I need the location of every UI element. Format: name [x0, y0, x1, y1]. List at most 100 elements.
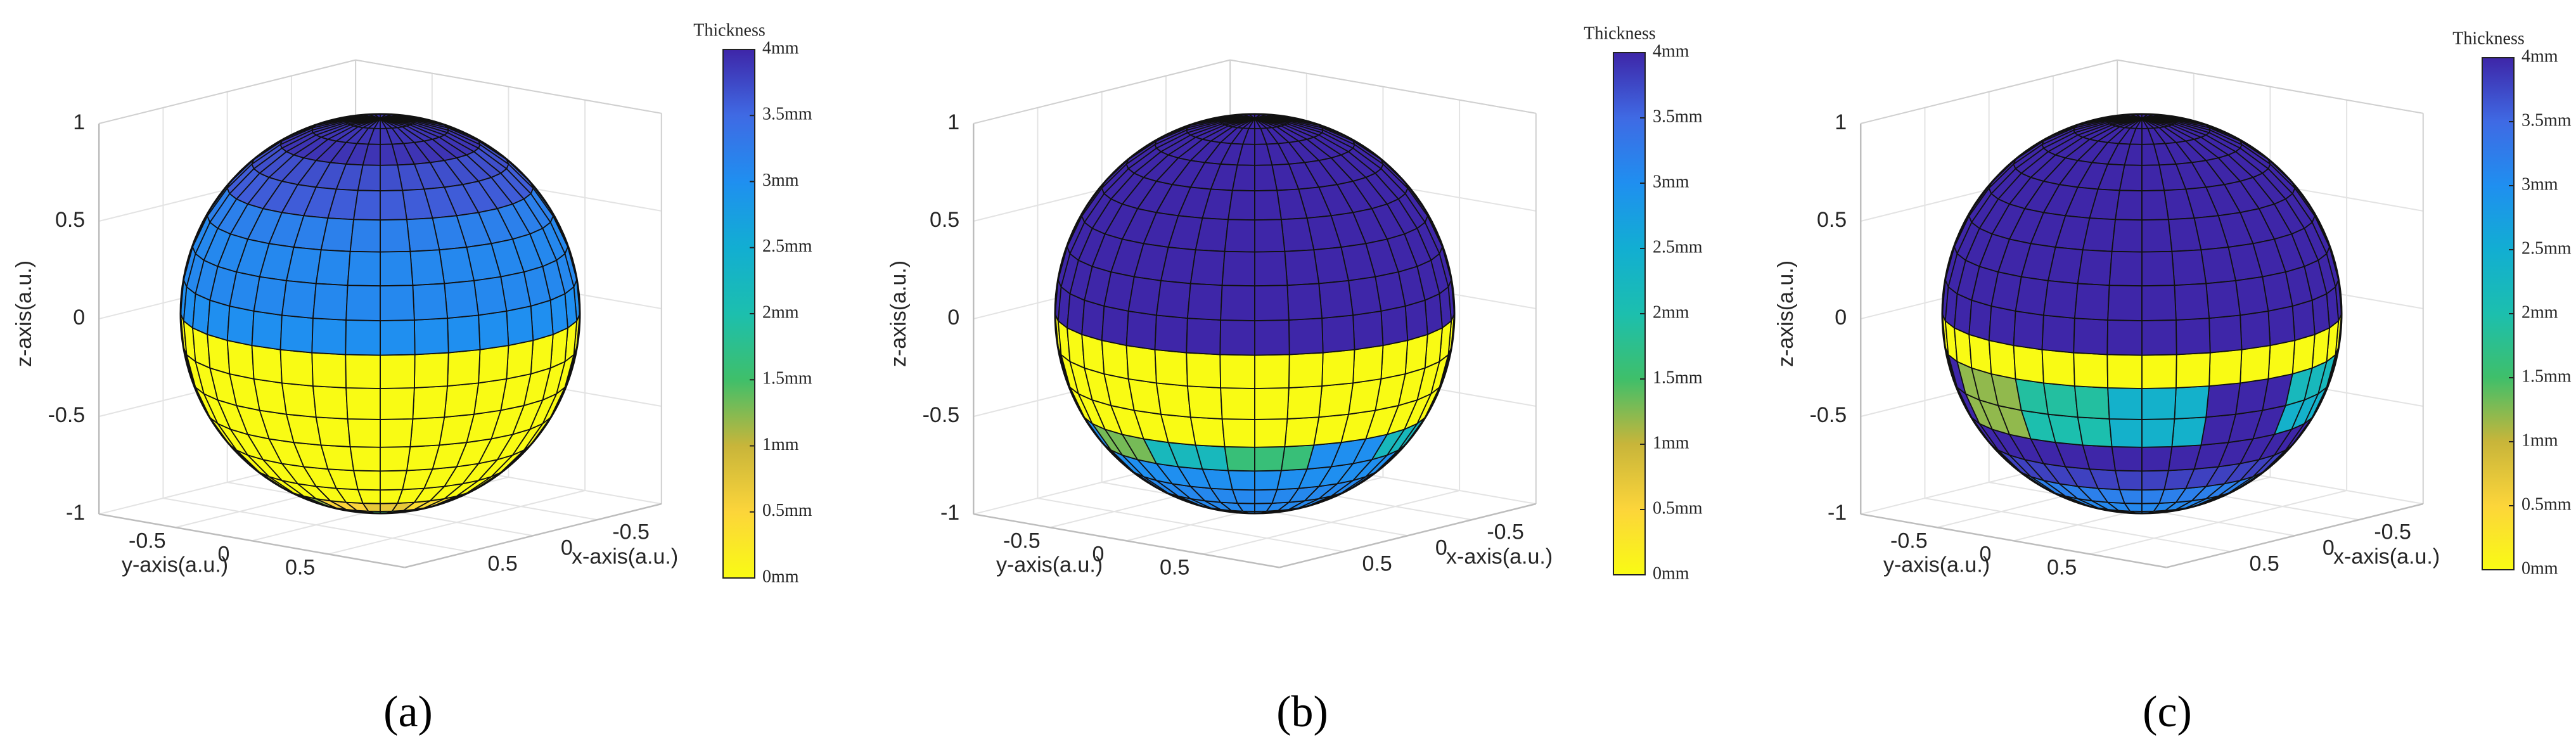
z-tick-label: -1 [66, 501, 85, 525]
surface-cell [1227, 470, 1255, 491]
colorbar-tick-label: 1mm [2522, 430, 2558, 450]
surface-cell [315, 416, 351, 447]
surface-cell [2175, 352, 2211, 388]
surface-cell [1286, 283, 1323, 321]
colorbar-tick-label: 0mm [762, 567, 799, 586]
colorbar-tick-label: 4mm [762, 38, 799, 58]
surface-cell [345, 285, 381, 321]
surface-cell [380, 418, 414, 448]
x-tick-label: 0 [1435, 536, 1447, 560]
surface-cell [1988, 305, 2016, 347]
surface-cell [1154, 314, 1188, 354]
surface-cell [412, 283, 448, 321]
surface-cell [2108, 250, 2143, 287]
z-tick-label: 1 [1835, 110, 1847, 134]
surface-cell [2208, 314, 2243, 354]
surface-cell [315, 249, 351, 286]
surface-cell [2013, 345, 2044, 384]
grid-line [1037, 497, 1344, 553]
surface-cell [1187, 283, 1223, 321]
surface-cell [1189, 416, 1226, 447]
box-edge [1230, 59, 1536, 114]
colorbar-tick-label: 4mm [1653, 41, 1689, 61]
panel-caption: (c) [2143, 688, 2192, 736]
surface-cell [1288, 352, 1324, 388]
surface-cell [447, 314, 481, 354]
surface-cell [1224, 446, 1255, 472]
surface-cell [1219, 354, 1255, 389]
y-axis-label: y-axis(a.u.) [122, 553, 228, 577]
surface-cell [2141, 250, 2176, 287]
surface-cell [413, 352, 449, 388]
surface-cell [1221, 418, 1255, 448]
surface-cell [353, 189, 381, 221]
x-tick-label: -0.5 [2374, 520, 2411, 544]
z-tick-label: -1 [940, 501, 959, 525]
surface-cell [473, 276, 508, 316]
surface-cell [1154, 349, 1188, 387]
z-tick-label: 0.5 [55, 208, 85, 232]
surface-cell [2141, 446, 2173, 472]
surface-cell [1254, 470, 1282, 491]
x-tick-label: -0.5 [1487, 520, 1524, 544]
surface-cell [279, 314, 314, 354]
surface-cell [2074, 283, 2110, 321]
surface-cell [2141, 285, 2177, 321]
surface-cell [207, 299, 231, 341]
x-axis-label: x-axis(a.u.) [1446, 544, 1553, 568]
surface-cell [349, 446, 381, 472]
surface-cell [1187, 385, 1223, 420]
surface-cell [2175, 318, 2211, 356]
surface-cell [2041, 349, 2075, 387]
surface-cell [413, 318, 449, 356]
x-tick-label: 0.5 [488, 552, 518, 576]
surface-cell [311, 318, 347, 356]
surface-cell [380, 189, 407, 221]
surface-cell [251, 311, 283, 350]
surface-cell [1318, 382, 1354, 418]
surface-cell [506, 305, 534, 347]
z-tick-label: 0 [73, 305, 85, 330]
z-axis-label: z-axis(a.u.) [887, 260, 911, 367]
x-axis-line [1279, 503, 1537, 568]
sphere [181, 114, 580, 513]
z-tick-label: -0.5 [923, 403, 960, 427]
x-axis-line [2166, 503, 2424, 568]
surface-cell [380, 250, 414, 287]
colorbar-tick-label: 3mm [2522, 174, 2558, 194]
surface-cell [478, 345, 509, 384]
surface-cell [2171, 249, 2207, 286]
surface-cell [1219, 319, 1255, 356]
surface-cell [226, 340, 255, 380]
surface-cell [1254, 319, 1290, 356]
y-tick-label: 0 [1980, 542, 1992, 566]
surface-cell [1081, 299, 1105, 341]
surface-cell [444, 280, 480, 319]
surface-cell [447, 349, 481, 387]
colorbar-tick-label: 0.5mm [1653, 498, 1703, 518]
z-tick-label: -0.5 [1810, 403, 1847, 427]
x-axis-label: x-axis(a.u.) [2333, 544, 2440, 568]
colorbar-tick-label: 0.5mm [2522, 494, 2572, 514]
colorbar-tick-label: 3.5mm [1653, 106, 1703, 126]
colorbar-tick-label: 1.5mm [1653, 368, 1703, 387]
surface-cell [2106, 354, 2143, 389]
surface-cell [380, 387, 415, 420]
surface-cell [281, 280, 317, 319]
surface-cell [347, 418, 381, 448]
surface-cell [530, 299, 554, 341]
z-tick-label: 1 [947, 110, 959, 134]
surface-cell [1220, 285, 1255, 321]
surface-cell [2073, 352, 2109, 388]
surface-cell [2042, 280, 2079, 319]
y-tick-label: 0 [1093, 542, 1105, 566]
surface-cell [2267, 305, 2296, 347]
surface-cell [1968, 299, 1992, 341]
surface-cell [1227, 189, 1255, 221]
sphere [1942, 114, 2342, 513]
surface-cell [253, 276, 287, 316]
surface-cell [1101, 340, 1129, 380]
surface-cell [1288, 318, 1324, 356]
surface-cell [312, 283, 349, 321]
y-tick-label: 0.5 [285, 555, 315, 579]
